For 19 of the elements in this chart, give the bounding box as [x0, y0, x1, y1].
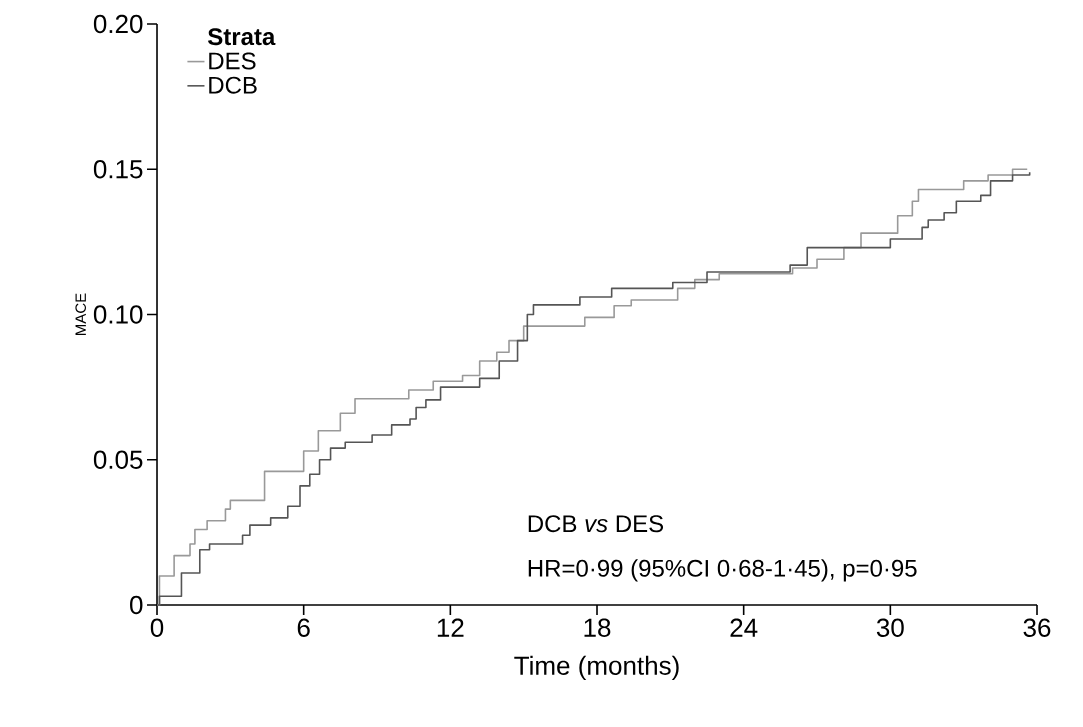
- x-tick-label: 0: [150, 618, 164, 637]
- y-tick-label: 0: [130, 595, 143, 615]
- y-tick-label: 0.05: [93, 450, 143, 469]
- legend-label: DES: [209, 52, 256, 70]
- y-tick-label: 0.15: [93, 160, 143, 179]
- x-axis-title: Time (months): [514, 655, 679, 681]
- x-tick-label: 6: [297, 618, 310, 637]
- x-tick-label: 30: [876, 618, 904, 637]
- x-tick-label: 36: [1023, 618, 1051, 637]
- x-tick-label: 18: [584, 618, 611, 637]
- x-tick-label: 12: [437, 618, 464, 637]
- annotation: DCB vs DES: [528, 515, 664, 533]
- annotation: HR=0·99 (95%CI 0·68-1·45), p=0·95: [528, 559, 917, 582]
- y-tick-label: 0.10: [93, 305, 143, 324]
- legend-title: Strata: [207, 28, 276, 46]
- x-tick-label: 24: [730, 618, 758, 637]
- legend-label: DCB: [209, 76, 257, 94]
- y-axis-title: MACE: [75, 293, 86, 335]
- y-tick-label: 0.20: [93, 14, 143, 34]
